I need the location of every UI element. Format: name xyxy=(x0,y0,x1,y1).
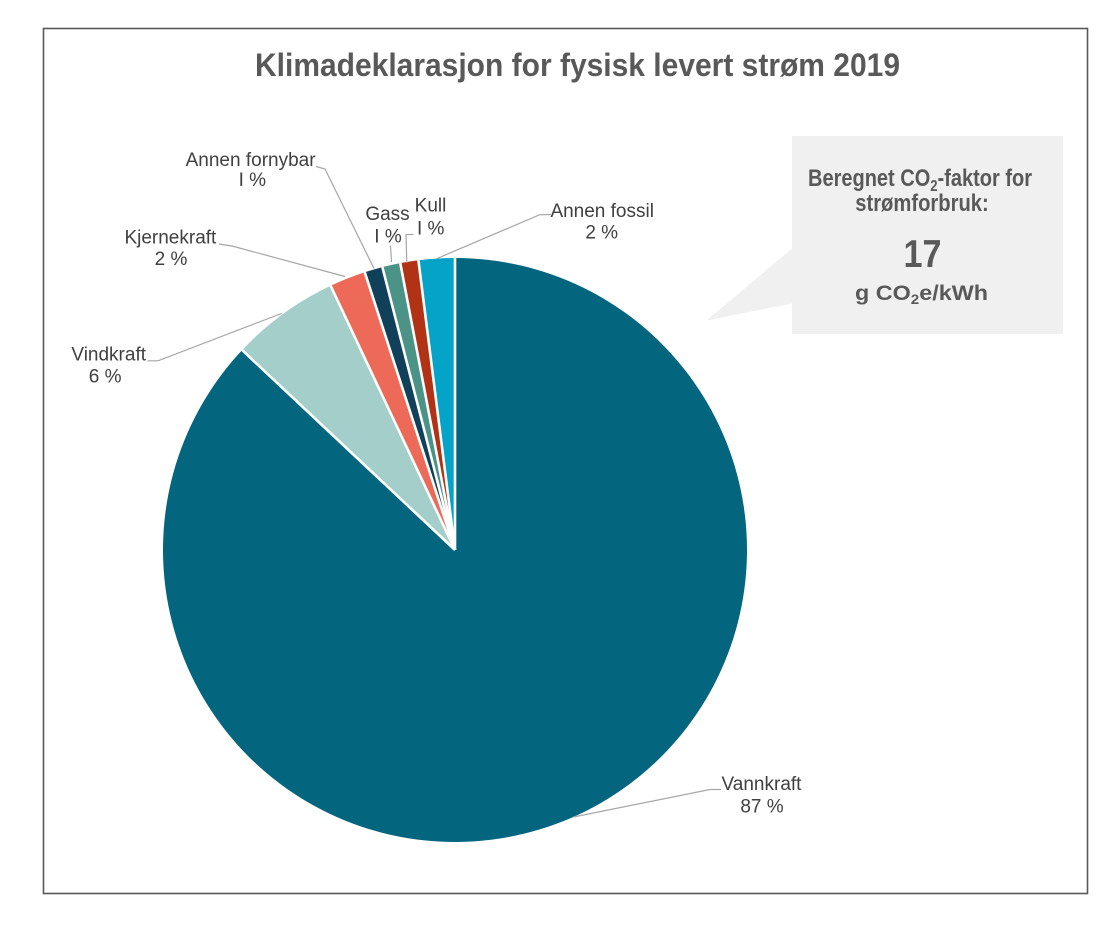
svg-text:I %: I % xyxy=(239,170,267,191)
svg-text:Kull: Kull xyxy=(415,196,447,217)
svg-text:Klimadeklarasjon for fysisk le: Klimadeklarasjon for fysisk levert strøm… xyxy=(255,47,900,83)
svg-text:6 %: 6 % xyxy=(89,367,122,388)
svg-text:87 %: 87 % xyxy=(740,797,783,818)
svg-text:Annen fornybar: Annen fornybar xyxy=(186,150,317,171)
svg-text:Vindkraft: Vindkraft xyxy=(71,345,146,366)
svg-text:2 %: 2 % xyxy=(155,249,188,270)
svg-text:Vannkraft: Vannkraft xyxy=(722,774,803,795)
svg-text:Kjernekraft: Kjernekraft xyxy=(124,228,217,249)
svg-text:17: 17 xyxy=(904,233,942,276)
svg-text:Annen fossil: Annen fossil xyxy=(550,201,654,222)
svg-text:2 %: 2 % xyxy=(585,223,618,244)
svg-text:I %: I % xyxy=(417,219,445,240)
svg-text:Gass: Gass xyxy=(365,204,409,225)
svg-text:I %: I % xyxy=(374,226,402,247)
svg-text:Beregnet CO2-faktor for: Beregnet CO2-faktor for xyxy=(808,165,1032,195)
svg-text:strømforbruk:: strømforbruk: xyxy=(855,190,989,217)
